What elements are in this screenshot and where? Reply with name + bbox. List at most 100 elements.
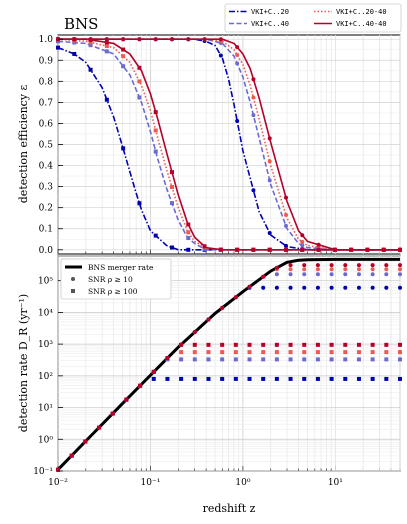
efficiency-marker-snr100 bbox=[72, 37, 77, 42]
efficiency-marker-snr100 bbox=[186, 222, 191, 227]
rate-y-tick-label: 10¹ bbox=[38, 404, 53, 414]
rate-marker-snr10 bbox=[233, 295, 238, 300]
efficiency-marker-snr100 bbox=[381, 247, 386, 252]
rate-marker-snr10 bbox=[370, 285, 375, 290]
rate-marker-snr100 bbox=[83, 439, 88, 444]
efficiency-marker-snr100 bbox=[88, 67, 93, 72]
efficiency-legend-box bbox=[224, 3, 402, 33]
efficiency-legend-label: VKI+C..40-40 bbox=[336, 20, 387, 28]
rate-marker-snr10 bbox=[220, 305, 225, 310]
rate-marker-snr10 bbox=[356, 263, 361, 268]
rate-marker-snr100 bbox=[192, 376, 197, 381]
rate-marker-snr10 bbox=[356, 267, 361, 272]
rate-marker-snr10 bbox=[261, 274, 266, 279]
rate-marker-snr100 bbox=[356, 342, 361, 347]
efficiency-y-tick-label: 0.4 bbox=[39, 162, 54, 172]
efficiency-marker-snr10 bbox=[300, 239, 305, 244]
rate-marker-snr100 bbox=[315, 376, 320, 381]
efficiency-line-snr100 bbox=[57, 38, 400, 251]
rate-marker-snr100 bbox=[206, 357, 211, 362]
efficiency-y-tick-label: 0.5 bbox=[39, 141, 54, 151]
rate-marker-snr10 bbox=[343, 267, 348, 272]
rate-marker-snr100 bbox=[274, 357, 279, 362]
efficiency-marker-snr100 bbox=[88, 37, 93, 42]
efficiency-marker-snr10 bbox=[300, 243, 305, 248]
efficiency-legend-label: VKI+C..40 bbox=[251, 20, 289, 28]
efficiency-marker-snr10 bbox=[251, 77, 256, 82]
rate-marker-snr100 bbox=[315, 357, 320, 362]
efficiency-marker-snr10 bbox=[104, 37, 109, 42]
rate-legend-circle bbox=[71, 277, 75, 281]
rate-marker-snr10 bbox=[315, 267, 320, 272]
efficiency-marker-snr100 bbox=[398, 247, 402, 252]
efficiency-marker-snr10 bbox=[186, 37, 191, 42]
efficiency-marker-snr100 bbox=[72, 40, 77, 45]
efficiency-marker-snr100 bbox=[186, 247, 191, 252]
rate-marker-snr10 bbox=[288, 263, 293, 268]
efficiency-legend-label: VKI+C..20 bbox=[251, 8, 289, 16]
rate-marker-snr100 bbox=[206, 350, 211, 355]
rate-marker-snr100 bbox=[398, 376, 402, 381]
rate-marker-snr100 bbox=[288, 342, 293, 347]
efficiency-legend: VKI+C..20 VKI+C..40 VKI+C..20-40 VKI+C..40-… bbox=[224, 3, 402, 33]
efficiency-legend-label: VKI+C..20-40 bbox=[336, 8, 387, 16]
rate-marker-snr100 bbox=[370, 357, 375, 362]
efficiency-marker-snr100 bbox=[104, 40, 109, 45]
rate-marker-snr100 bbox=[274, 376, 279, 381]
merger-rate-line bbox=[56, 257, 400, 471]
rate-marker-snr100 bbox=[288, 357, 293, 362]
efficiency-marker-snr100 bbox=[104, 49, 109, 54]
rate-marker-snr100 bbox=[69, 453, 74, 458]
efficiency-marker-snr10 bbox=[284, 223, 288, 228]
rate-marker-snr100 bbox=[384, 350, 389, 355]
rate-y-tick-label: 10⁰ bbox=[38, 435, 53, 445]
rate-marker-snr100 bbox=[302, 357, 307, 362]
rate-marker-snr100 bbox=[261, 376, 266, 381]
efficiency-marker-snr100 bbox=[72, 51, 77, 56]
rate-legend-label: BNS merger rate bbox=[88, 263, 154, 272]
rate-marker-snr100 bbox=[261, 342, 266, 347]
efficiency-y-tick-label: 1.0 bbox=[39, 35, 54, 45]
rate-series bbox=[56, 257, 402, 472]
efficiency-marker-snr100 bbox=[121, 64, 126, 69]
efficiency-line-snr100 bbox=[58, 38, 400, 251]
efficiency-marker-snr100 bbox=[170, 185, 174, 190]
efficiency-marker-snr100 bbox=[121, 47, 126, 52]
efficiency-marker-snr10 bbox=[202, 37, 207, 42]
rate-marker-snr100 bbox=[206, 342, 211, 347]
rate-y-tick-label: 10⁴ bbox=[38, 308, 53, 318]
efficiency-y-tick-label: 0.0 bbox=[39, 246, 54, 256]
rate-marker-snr100 bbox=[302, 376, 307, 381]
rate-legend-label: SNR ρ ≥ 10 bbox=[88, 275, 133, 284]
rate-marker-snr100 bbox=[343, 357, 348, 362]
efficiency-y-tick-label: 0.6 bbox=[39, 119, 54, 129]
efficiency-marker-snr10 bbox=[170, 37, 174, 42]
rate-marker-snr100 bbox=[247, 376, 252, 381]
rate-marker-snr100 bbox=[233, 376, 238, 381]
rate-marker-snr10 bbox=[356, 285, 361, 290]
efficiency-marker-snr100 bbox=[104, 44, 109, 49]
efficiency-marker-snr100 bbox=[104, 97, 109, 102]
rate-marker-snr10 bbox=[370, 263, 375, 268]
rate-marker-snr100 bbox=[192, 357, 197, 362]
rate-marker-snr100 bbox=[138, 383, 143, 388]
rate-marker-snr100 bbox=[315, 342, 320, 347]
rate-marker-snr100 bbox=[220, 350, 225, 355]
rate-marker-snr10 bbox=[288, 285, 293, 290]
efficiency-line-snr100 bbox=[57, 40, 400, 251]
rate-marker-snr100 bbox=[233, 350, 238, 355]
rate-marker-snr10 bbox=[192, 330, 197, 335]
rate-marker-snr10 bbox=[261, 285, 266, 290]
rate-marker-snr10 bbox=[247, 284, 252, 289]
rate-marker-snr10 bbox=[274, 265, 279, 270]
efficiency-marker-snr100 bbox=[137, 65, 142, 70]
rate-marker-snr10 bbox=[356, 272, 361, 277]
efficiency-marker-snr100 bbox=[153, 128, 158, 133]
efficiency-marker-snr100 bbox=[332, 247, 337, 252]
rate-marker-snr100 bbox=[329, 342, 334, 347]
rate-marker-snr100 bbox=[398, 350, 402, 355]
rate-marker-snr100 bbox=[151, 369, 156, 374]
efficiency-marker-snr10 bbox=[235, 118, 240, 123]
